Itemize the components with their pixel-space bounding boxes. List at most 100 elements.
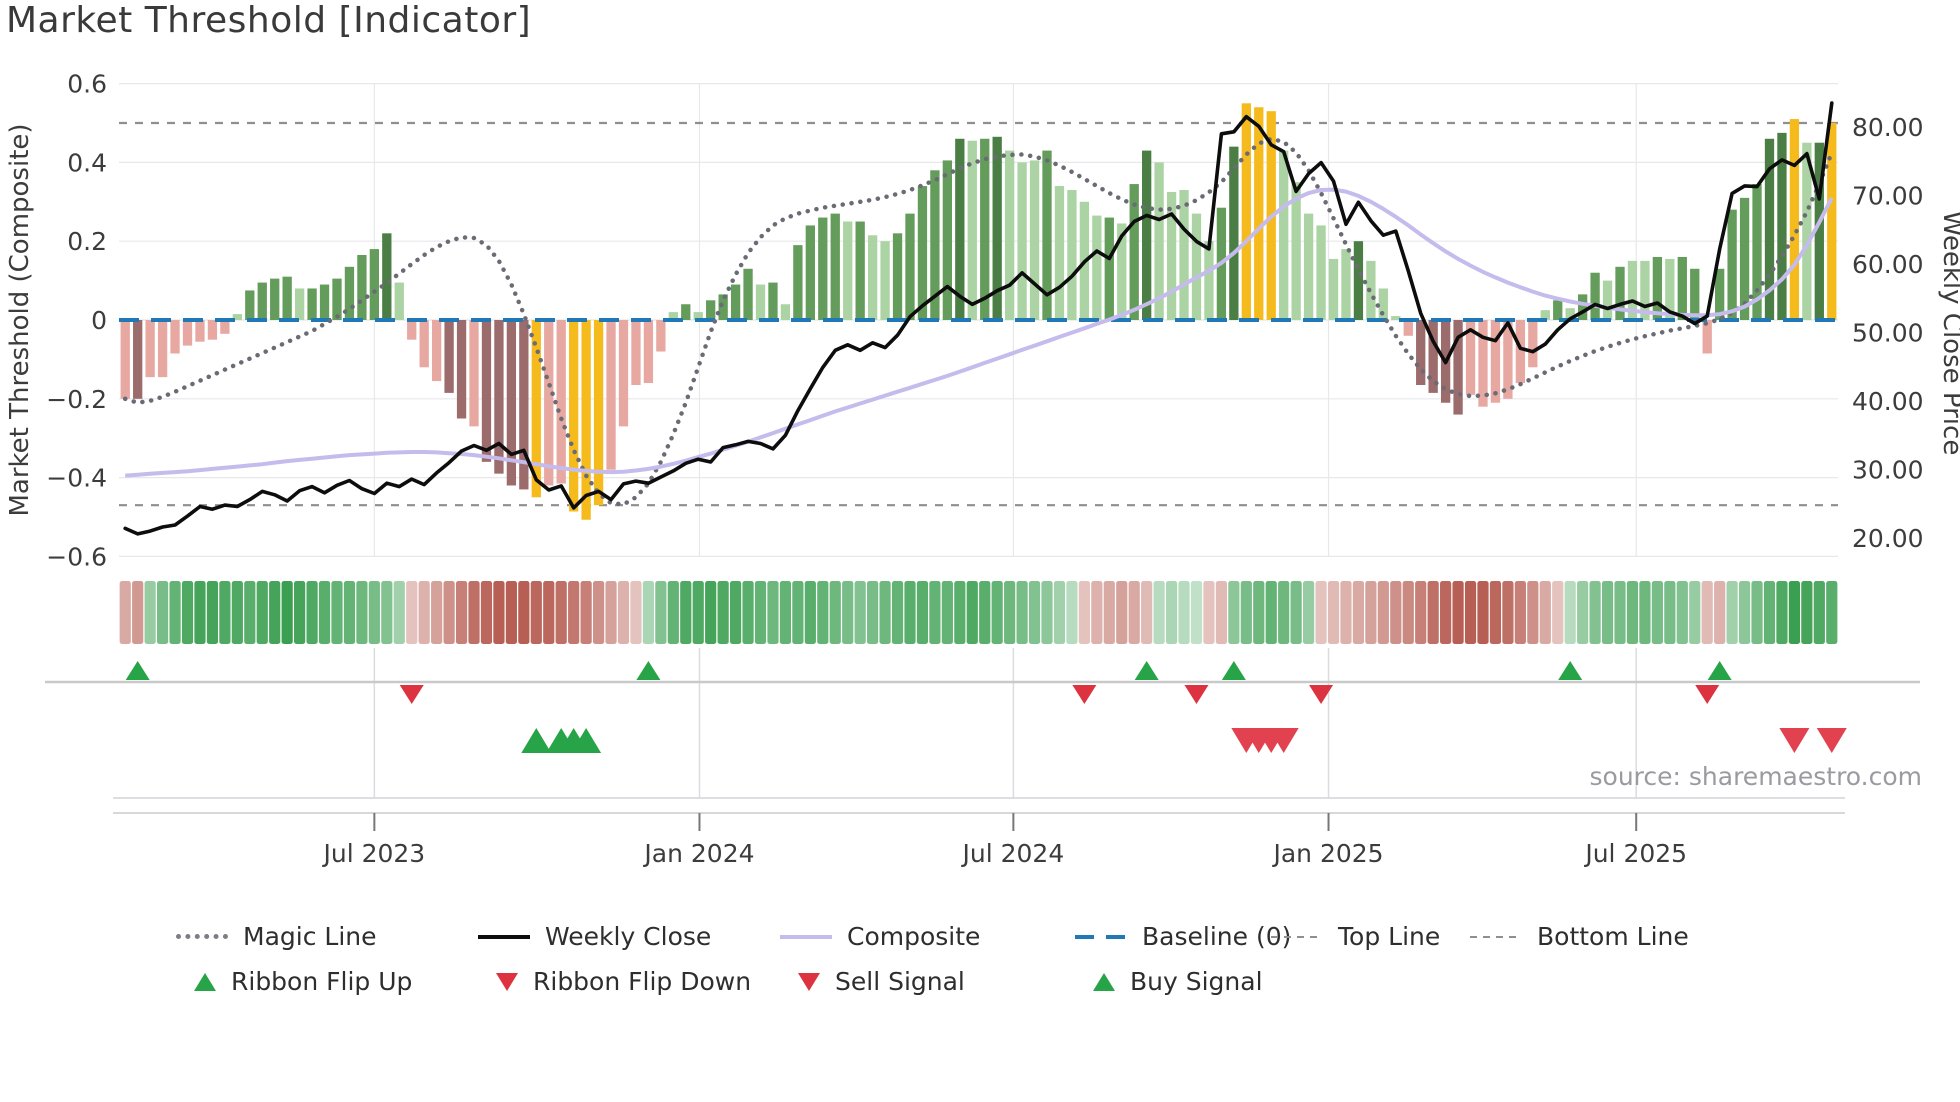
indicator-bar	[1553, 300, 1563, 320]
ribbon-cell	[954, 581, 966, 644]
ribbon-cell	[829, 581, 841, 644]
legend-item-ribbon-flip-up: Ribbon Flip Up	[176, 959, 478, 1004]
ribbon-cell	[630, 581, 642, 644]
ribbon-cell	[742, 581, 754, 644]
indicator-bar	[456, 320, 467, 419]
ribbon-cell	[194, 581, 206, 644]
ribbon-cell	[1278, 581, 1290, 644]
legend-item-top-line: Top Line	[1271, 914, 1470, 959]
indicator-bar	[1615, 266, 1625, 320]
ribbon-cell	[754, 581, 767, 644]
ribbon-cell	[1514, 581, 1526, 644]
ribbon-cell	[543, 581, 555, 644]
ribbon-cell	[842, 581, 854, 644]
ribbon-cell	[418, 581, 430, 644]
indicator-bar	[431, 320, 442, 382]
ribbon-cell	[1116, 581, 1128, 644]
ribbon-cell	[1738, 581, 1751, 644]
ribbon-cell	[505, 581, 517, 644]
x-axis-tick-label: Jan 2024	[642, 839, 754, 868]
ribbon-cell	[1689, 581, 1701, 644]
indicator-bar	[1677, 256, 1687, 320]
ribbon-cell	[1203, 581, 1215, 644]
right-axis-tick: 80.00	[1852, 113, 1924, 142]
ribbon-flip-up-icon	[1558, 661, 1583, 680]
ribbon-cell	[717, 581, 729, 644]
ribbon-flip-down-icon	[1309, 685, 1334, 704]
indicator-bar	[1602, 280, 1613, 320]
indicator-bar	[469, 320, 479, 427]
indicator-bar	[581, 320, 591, 520]
indicator-bar	[1279, 150, 1289, 320]
ribbon-cell	[231, 581, 243, 644]
indicator-bar	[793, 245, 803, 320]
indicator-bar	[780, 304, 791, 320]
sell-signal-icon	[1779, 728, 1810, 753]
ribbon-cell	[1103, 581, 1115, 644]
ribbon-cell	[1676, 581, 1688, 644]
indicator-bar	[656, 320, 666, 352]
ribbon-cell	[1153, 581, 1165, 644]
indicator-bar	[1827, 123, 1837, 320]
ribbon-cell	[132, 581, 144, 644]
ribbon-cell	[879, 581, 891, 644]
ribbon-cell	[605, 581, 617, 644]
ribbon-cell	[1302, 581, 1315, 644]
ribbon-cell	[1464, 581, 1477, 644]
ribbon-cell	[1365, 581, 1377, 644]
left-axis-tick: 0.6	[67, 70, 107, 99]
ribbon-cell	[1390, 581, 1402, 644]
indicator-bar	[643, 320, 654, 384]
legend-label: Top Line	[1338, 922, 1441, 951]
chart-canvas: 0.6 0.4 0.2 0 −0.2 −0.4 −0.6 80.00 70.00 60.00 50.…	[5, 70, 1960, 868]
ribbon-cell	[692, 581, 704, 644]
ribbon-cell	[1639, 581, 1651, 644]
legend-label: Sell Signal	[835, 967, 965, 996]
ribbon-cell	[1552, 581, 1564, 644]
indicator-bar	[1142, 150, 1152, 320]
indicator-bar	[556, 320, 566, 484]
indicator-bar	[606, 320, 616, 470]
ribbon-cell	[1327, 581, 1340, 644]
ribbon-cell	[1290, 581, 1302, 644]
ribbon-cell	[455, 581, 468, 644]
left-axis-tick: 0.4	[67, 148, 107, 177]
indicator-bar	[1490, 320, 1501, 403]
ribbon-cell	[854, 581, 866, 644]
ribbon-cell	[1813, 581, 1825, 644]
left-axis-tick: −0.4	[46, 464, 107, 493]
right-axis-tick: 50.00	[1852, 319, 1924, 348]
ribbon-cell	[144, 581, 156, 644]
right-axis-tick: 40.00	[1852, 387, 1924, 416]
x-axis-tick-label: Jan 2025	[1271, 839, 1383, 868]
indicator-bar	[1752, 184, 1762, 320]
ribbon-cell	[916, 581, 929, 644]
tri-down-icon	[496, 972, 518, 991]
indicator-bar	[1503, 320, 1513, 399]
ribbon-cell	[1714, 581, 1726, 644]
indicator-bar	[531, 320, 541, 498]
ribbon-cell	[431, 581, 443, 644]
legend: Magic Line Weekly Close Composite Baseline …	[176, 914, 1689, 1004]
indicator-bar	[593, 320, 604, 506]
indicator-bar	[1478, 320, 1488, 407]
ribbon-cell	[680, 581, 692, 644]
ribbon-cell	[1240, 581, 1252, 644]
indicator-bar	[1154, 162, 1164, 320]
indicator-bar	[344, 266, 355, 320]
indicator-bar	[1254, 107, 1264, 321]
x-axis-tick-label: Jul 2024	[961, 839, 1065, 868]
legend-line-sample	[780, 934, 832, 939]
ribbon-cell	[1265, 581, 1277, 644]
right-axis-title: Weekly Close Price	[1937, 211, 1960, 456]
ribbon-cell	[1564, 581, 1576, 644]
ribbon-cell	[1489, 581, 1502, 644]
indicator-bar	[917, 186, 928, 320]
indicator-bar	[1814, 142, 1824, 320]
ribbon-flip-down-icon	[399, 685, 424, 704]
ribbon-cell	[119, 581, 131, 644]
ribbon-cell	[1440, 581, 1452, 644]
indicator-bar	[357, 254, 367, 320]
indicator-bar	[1403, 320, 1413, 336]
chart-title: Market Threshold [Indicator]	[6, 0, 532, 41]
